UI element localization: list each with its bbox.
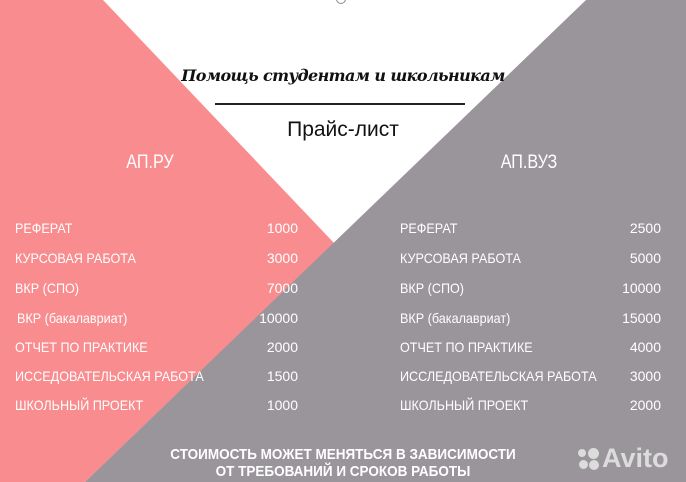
price-item-value: 1000 xyxy=(266,397,298,413)
price-item-value: 2000 xyxy=(266,339,298,355)
price-item-value: 1500 xyxy=(266,368,298,384)
price-item-label: РЕФЕРАТ xyxy=(15,220,73,236)
column-title-ap-vuz: АП.ВУЗ xyxy=(500,152,558,173)
price-item-value: 7000 xyxy=(266,280,298,296)
price-item-label: ВКР (бакалавриат) xyxy=(400,310,511,326)
price-item-label: ШКОЛЬНЫЙ ПРОЕКТ xyxy=(400,397,529,413)
price-item-label: ВКР (бакалавриат) xyxy=(17,310,128,326)
price-item-label: ИССЕДОВАТЕЛЬСКАЯ РАБОТА xyxy=(15,368,204,384)
price-item-value: 4000 xyxy=(629,339,661,355)
tagline: Помощь студентам и школьникам xyxy=(181,66,505,85)
avito-watermark: Avito xyxy=(578,443,669,474)
page-title: Прайс-лист xyxy=(287,118,399,141)
price-item-value: 2500 xyxy=(629,220,661,236)
price-item-value: 15000 xyxy=(622,310,661,326)
divider xyxy=(215,103,465,105)
price-item-value: 10000 xyxy=(259,310,298,326)
price-item-label: ОТЧЕТ ПО ПРАКТИКЕ xyxy=(400,339,533,355)
price-item-label: ОТЧЕТ ПО ПРАКТИКЕ xyxy=(15,339,148,355)
price-item-label: КУРСОВАЯ РАБОТА xyxy=(400,250,521,266)
price-item-value: 2000 xyxy=(629,397,661,413)
price-item-value: 3000 xyxy=(266,250,298,266)
footer-note: СТОИМОСТЬ МОЖЕТ МЕНЯТЬСЯ В ЗАВИСИМОСТИ О… xyxy=(34,446,651,480)
price-item-label: КУРСОВАЯ РАБОТА xyxy=(15,250,136,266)
avito-dots-icon xyxy=(578,447,600,470)
pink-triangle xyxy=(0,0,334,482)
avito-logo-text: Avito xyxy=(602,443,669,473)
price-item-label: РЕФЕРАТ xyxy=(400,220,458,236)
footer-note-line1: СТОИМОСТЬ МОЖЕТ МЕНЯТЬСЯ В ЗАВИСИМОСТИ xyxy=(170,446,516,463)
column-title-ap-ru: АП.РУ xyxy=(126,152,174,173)
price-item-value: 1000 xyxy=(266,220,298,236)
price-item-value: 10000 xyxy=(622,280,661,296)
footer-note-line2: ОТ ТРЕБОВАНИЙ И СРОКОВ РАБОТЫ xyxy=(215,463,471,480)
price-item-value: 3000 xyxy=(629,368,661,384)
price-item-label: ВКР (СПО) xyxy=(15,280,79,296)
price-item-label: ИССЛЕДОВАТЕЛЬСКАЯ РАБОТА xyxy=(400,368,597,384)
price-item-value: 5000 xyxy=(629,250,661,266)
price-item-label: ВКР (СПО) xyxy=(400,280,464,296)
price-item-label: ШКОЛЬНЫЙ ПРОЕКТ xyxy=(15,397,144,413)
grey-triangle xyxy=(85,0,686,482)
